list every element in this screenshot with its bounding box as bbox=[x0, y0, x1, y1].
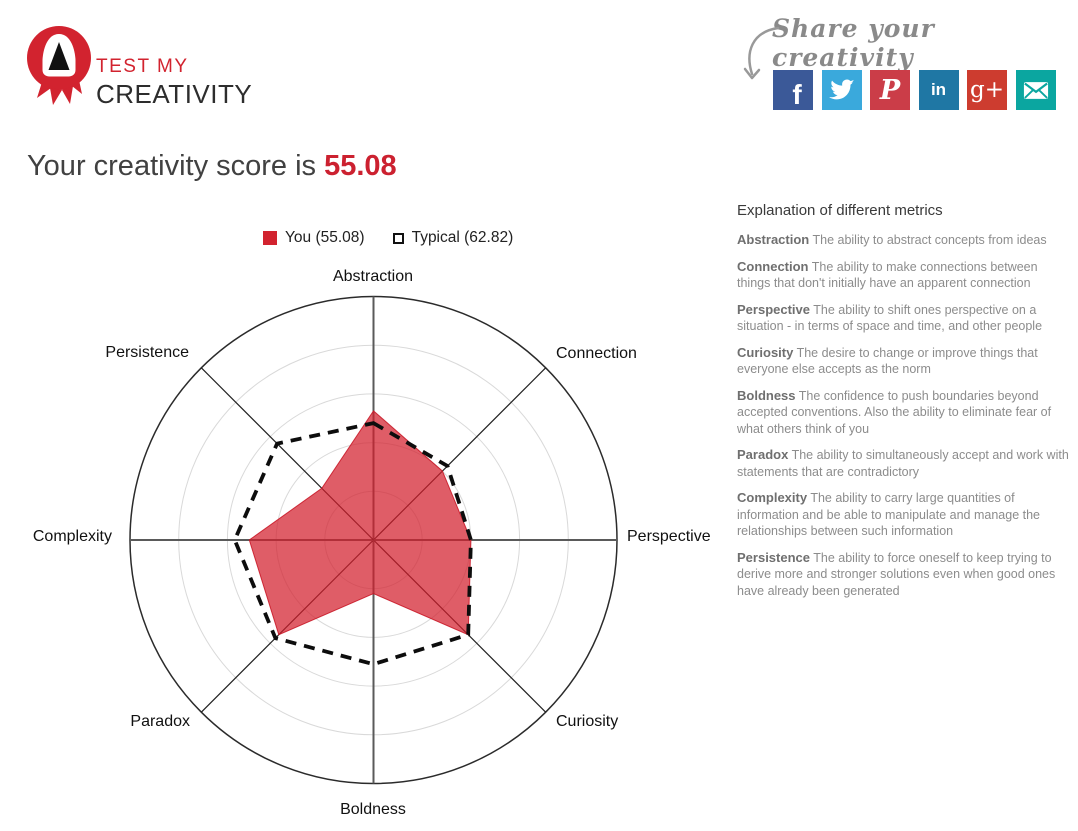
legend-you-swatch bbox=[263, 231, 277, 245]
explanation-title: Explanation of different metrics bbox=[737, 202, 943, 219]
page-title: Your creativity score is 55.08 bbox=[27, 150, 397, 183]
desc: The ability to force oneself to keep try… bbox=[737, 550, 1056, 598]
envelope-glyph bbox=[1023, 81, 1048, 99]
facebook-glyph: f bbox=[792, 79, 802, 110]
axis-label-perspective: Perspective bbox=[627, 528, 711, 545]
term: Complexity bbox=[737, 490, 808, 505]
axis-label-persistence: Persistence bbox=[105, 344, 189, 361]
desc: The confidence to push boundaries beyond… bbox=[737, 388, 1052, 436]
explanation-item-perspective: Perspective The ability to shift ones pe… bbox=[737, 301, 1070, 335]
googleplus-icon[interactable]: g+ bbox=[967, 70, 1007, 110]
axis-label-connection: Connection bbox=[556, 345, 637, 362]
explanation-item-persistence: Persistence The ability to force oneself… bbox=[737, 549, 1070, 600]
desc: The desire to change or improve things t… bbox=[737, 345, 1038, 377]
score-prefix: Your creativity score is bbox=[27, 150, 317, 182]
pinterest-icon[interactable]: P bbox=[870, 70, 910, 110]
radar-axis-labels: Abstraction Connection Perspective Curio… bbox=[33, 268, 711, 818]
legend-you-label: You (55.08) bbox=[285, 229, 365, 246]
typical-series-polygon bbox=[232, 421, 473, 667]
social-share-row: f P in g+ bbox=[773, 70, 1056, 110]
linkedin-icon[interactable]: in bbox=[918, 70, 959, 110]
radar-grid bbox=[129, 295, 618, 785]
pinterest-glyph: P bbox=[879, 74, 901, 106]
term: Boldness bbox=[737, 387, 796, 403]
share-arrow-icon bbox=[743, 26, 780, 80]
explanation-item-complexity: Complexity The ability to carry large qu… bbox=[737, 489, 1070, 540]
desc: The ability to abstract concepts from id… bbox=[812, 233, 1047, 247]
term: Abstraction bbox=[737, 232, 810, 247]
desc: The ability to shift ones perspective on… bbox=[737, 302, 1043, 334]
explanation-item-paradox: Paradox The ability to simultaneously ac… bbox=[737, 446, 1070, 480]
axis-label-curiosity: Curiosity bbox=[556, 713, 618, 730]
axis-label-abstraction: Abstraction bbox=[333, 268, 413, 285]
legend-typical-label: Typical (62.82) bbox=[411, 229, 514, 246]
axis-label-complexity: Complexity bbox=[33, 528, 112, 545]
explanation-item-connection: Connection The ability to make connectio… bbox=[737, 258, 1070, 292]
you-series-polygon bbox=[248, 410, 472, 636]
score-value: 55.08 bbox=[324, 150, 397, 182]
desc: The ability to simultaneously accept and… bbox=[737, 448, 1069, 479]
chart-legend: You (55.08) Typical (62.82) bbox=[263, 229, 513, 247]
legend-typical-swatch bbox=[392, 232, 404, 244]
term: Persistence bbox=[737, 549, 810, 565]
explanation-item-abstraction: Abstraction The ability to abstract conc… bbox=[737, 231, 1070, 249]
brand-logo-icon bbox=[27, 26, 91, 105]
term: Paradox bbox=[737, 447, 789, 462]
linkedin-glyph: in bbox=[930, 80, 947, 99]
twitter-bird-glyph bbox=[828, 79, 854, 100]
googleplus-glyph: g+ bbox=[970, 77, 1004, 103]
term: Perspective bbox=[737, 301, 810, 317]
axis-label-boldness: Boldness bbox=[340, 801, 406, 818]
desc: The ability to carry large quantities of… bbox=[737, 491, 1040, 538]
term: Connection bbox=[737, 258, 809, 274]
explanation-panel: Explanation of different metrics Abstrac… bbox=[737, 202, 1070, 608]
twitter-icon[interactable] bbox=[821, 70, 862, 110]
explanation-item-curiosity: Curiosity The desire to change or improv… bbox=[737, 344, 1070, 378]
logo-line2: CREATIVITY bbox=[96, 79, 253, 109]
logo-line1: TEST MY bbox=[96, 56, 189, 77]
term: Curiosity bbox=[737, 344, 794, 360]
brand-logo-text: TEST MY CREATIVITY bbox=[96, 56, 252, 110]
axis-label-paradox: Paradox bbox=[130, 713, 190, 730]
explanation-item-boldness: Boldness The confidence to push boundari… bbox=[737, 387, 1070, 438]
share-caption: Share your creativity bbox=[772, 14, 935, 72]
desc: The ability to make connections between … bbox=[737, 259, 1038, 291]
facebook-icon[interactable]: f bbox=[773, 70, 813, 110]
email-icon[interactable] bbox=[1015, 70, 1056, 110]
